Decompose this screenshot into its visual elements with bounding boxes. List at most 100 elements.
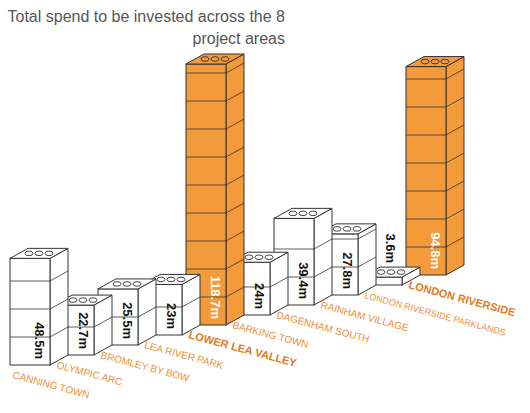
brick-hole [123,282,131,287]
brick-line [406,135,446,136]
category-label: CANNING TOWN [11,369,90,400]
brick-line [446,153,464,163]
brick-line [186,241,226,242]
data-label: 48.5m [32,322,47,359]
brick-hole [69,298,77,303]
brick-line [226,119,244,129]
brick-line [10,281,50,282]
bar-top [10,248,68,258]
brick-hole [353,227,361,232]
brick-line [406,79,446,80]
brick-line [226,287,244,297]
brick-hole [89,298,97,303]
bar-side [138,279,156,345]
brick-hole [421,59,429,64]
bar [406,67,446,275]
brick-hole [177,277,185,282]
brick-hole [333,227,341,232]
brick-hole [167,277,175,282]
brick-hole [45,251,53,256]
title: Total spend to be invested across the 8 p… [7,8,285,47]
brick-hole [221,57,229,62]
brick-line [314,239,332,249]
brick-hole [157,277,165,282]
bar-group: 48.5m [10,248,68,365]
brick-hole [377,270,385,275]
brick-line [186,185,226,186]
bar-side [358,224,376,295]
brick-line [226,203,244,213]
bars: 94.8m27.8m39.4m24m118.7m23m25.5m22.7m48.… [10,54,464,365]
brick-line [182,297,200,307]
bar-side [446,57,464,275]
brick-line [406,163,446,164]
brick-line [226,147,244,157]
brick-hole [299,211,307,216]
brick-hole [245,255,253,260]
brick-hole [133,282,141,287]
brick-hole [431,59,439,64]
brick-hole [113,282,121,287]
data-label: 27.8m [340,252,355,289]
brick-line [186,73,226,74]
data-label: 118.7m [208,276,223,319]
brick-line [186,101,226,102]
brick-line [186,269,226,270]
data-label: 23m [164,303,179,329]
bar-group: 94.8m [406,57,464,275]
brick-line [186,129,226,130]
brick-line [406,191,446,192]
brick-line [446,97,464,107]
labels: LONDON RIVERSIDELONDON RIVERSIDE PARKLAN… [11,278,516,400]
bar-top [186,54,244,64]
brick-hole [79,298,87,303]
brick-hole [255,255,263,260]
bar-side [270,252,288,315]
brick-line [226,175,244,185]
brick-line [50,299,68,309]
bar-side [226,54,244,325]
title-line: Total spend to be invested across the 8 [7,8,285,25]
brick-hole [25,251,33,256]
brick-hole [211,57,219,62]
brick-hole [289,211,297,216]
brick-line [186,157,226,158]
brick-hole [397,270,405,275]
brick-line [50,271,68,281]
data-label: 39.4m [296,262,311,299]
category-label: LONDON RIVERSIDE PARKLANDS [363,290,506,337]
bar-side [50,248,68,365]
bar-top [98,279,156,289]
data-label: 22.7m [76,312,91,349]
brick-hole [387,270,395,275]
brick-line [446,125,464,135]
data-label: 25.5m [120,302,135,339]
brick-line [446,237,464,247]
brick-line [226,63,244,73]
brick-hole [309,211,317,216]
brick-line [138,307,156,317]
brick-line [314,267,332,277]
bar-top [406,57,464,67]
bar [10,258,50,365]
data-label: 3.6m [383,233,398,263]
title-line: project areas [193,30,286,47]
brick-line [446,209,464,219]
brick-line [446,69,464,79]
brick-line [10,309,50,310]
brick-line [226,91,244,101]
chart: Total spend to be invested across the 8 p… [0,0,530,413]
bar-side [314,208,332,305]
brick-hole [35,251,43,256]
brick-hole [343,227,351,232]
brick-line [186,213,226,214]
brick-line [270,277,288,287]
brick-line [358,257,376,267]
brick-line [358,229,376,239]
brick-hole [441,59,449,64]
brick-line [94,317,112,327]
brick-hole [201,57,209,62]
brick-line [406,107,446,108]
brick-line [226,259,244,269]
brick-line [274,249,314,250]
